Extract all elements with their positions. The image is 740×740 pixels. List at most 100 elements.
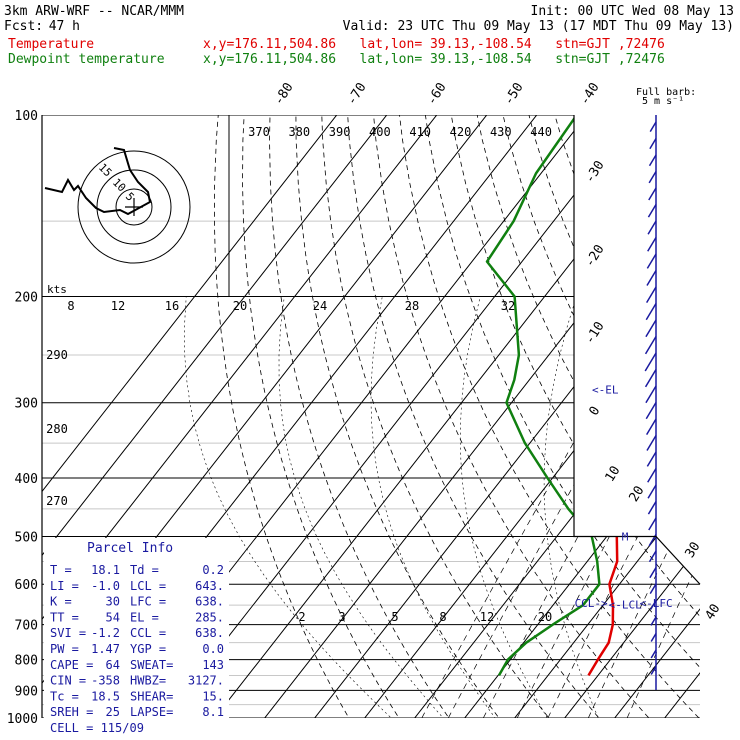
wind-barb — [646, 451, 657, 467]
wind-barb — [645, 319, 657, 338]
temperature-tick-label: 40 — [703, 602, 724, 623]
theta-label: 410 — [409, 125, 431, 139]
valid-time: Valid: 23 UTC Thu 09 May 13 (17 MDT Thu … — [343, 19, 734, 34]
theta-label: 430 — [490, 125, 512, 139]
pressure-tick-label: 700 — [15, 619, 38, 634]
parcel-value: SWEAT= — [130, 658, 173, 672]
wind-barb — [645, 418, 657, 435]
pressure-tick-label: 400 — [15, 472, 38, 487]
moist-adiabat-line — [459, 296, 555, 718]
parcel-value: 18.1 — [91, 563, 120, 577]
wind-barb — [647, 220, 657, 235]
mixing-ratio-line — [547, 296, 700, 718]
parcel-value: CAPE = — [50, 658, 93, 672]
isotherm-line — [254, 115, 700, 718]
model-title: 3km ARW-WRF -- NCAR/MMM — [4, 4, 184, 19]
dry-adiabat-line — [269, 115, 459, 718]
theta-label: 390 — [329, 125, 351, 139]
moist-adiabat-line — [184, 296, 405, 718]
parcel-value: PW = — [50, 642, 79, 656]
wind-barb — [646, 270, 657, 286]
mixing-ratio-label-lower: 3 — [338, 610, 345, 624]
dry-adiabat-line — [295, 115, 509, 718]
mixing-ratio-line — [421, 296, 658, 718]
pressure-tick-label: 300 — [15, 397, 38, 412]
sounding-annotation: <-EL — [592, 383, 619, 396]
parcel-value: 285. — [195, 610, 224, 624]
theta-label: 420 — [450, 125, 472, 139]
sounding-annotation: <-LCL — [609, 598, 642, 611]
temperature-tick-label: 0 — [587, 404, 604, 419]
mixing-ratio-line — [626, 296, 700, 718]
left-theta-label: 280 — [46, 422, 68, 436]
parcel-value: T = — [50, 563, 72, 577]
parcel-value: LFC = — [130, 595, 166, 609]
dry-adiabat-line — [213, 115, 357, 718]
moist-adiabat-line — [543, 296, 605, 718]
parcel-value: Td = — [130, 563, 159, 577]
temperature-tick-label: -80 — [271, 80, 296, 108]
isotherm-line — [42, 115, 409, 718]
mixing-ratio-label: 32 — [501, 299, 515, 313]
temperature-tick-label: -60 — [424, 80, 449, 108]
dry-adiabat-line — [596, 115, 700, 718]
temperature-tick-label: -70 — [344, 80, 369, 108]
moist-adiabat-line — [370, 296, 505, 718]
temperature-tick-label: 20 — [627, 484, 648, 505]
dry-adiabat-line — [672, 115, 700, 718]
parcel-value: YGP = — [130, 642, 166, 656]
parcel-value: SVI = — [50, 626, 86, 640]
isotherm-line — [304, 115, 700, 718]
pressure-tick-label: 600 — [15, 578, 38, 593]
isotherm-line — [42, 115, 359, 718]
wind-barb — [647, 237, 657, 252]
wind-barb — [648, 187, 657, 201]
mixing-ratio-label-lower: 8 — [439, 610, 446, 624]
sounding-annotation: <-LFC — [640, 597, 673, 610]
dry-adiabat-line — [621, 115, 700, 718]
wind-barb — [649, 121, 657, 132]
parcel-value: 0.2 — [202, 563, 224, 577]
mixing-ratio-label: 20 — [233, 299, 247, 313]
wind-barb — [647, 484, 657, 499]
wind-barb — [648, 517, 657, 531]
parcel-cell: CELL = 115/09 — [50, 721, 144, 735]
pressure-tick-label: 900 — [15, 684, 38, 699]
parcel-value: CIN = — [50, 674, 86, 688]
dry-adiabat-line — [345, 115, 611, 718]
pressure-tick-label: 200 — [15, 291, 38, 306]
wind-barb — [644, 336, 657, 355]
pressure-tick-label: 500 — [15, 530, 38, 545]
parcel-value: LI = — [50, 579, 79, 593]
mixing-ratio-label: 8 — [67, 299, 74, 313]
parcel-value: CCL = — [130, 626, 166, 640]
pressure-tick-label: 800 — [15, 654, 38, 669]
parcel-value: K = — [50, 595, 72, 609]
mixing-ratio-label: 28 — [405, 299, 419, 313]
wind-barb — [649, 583, 657, 594]
dewpoint-profile-line — [485, 115, 601, 677]
isotherm-line — [654, 115, 700, 718]
init-time: Init: 00 UTC Wed 08 May 13 — [531, 4, 735, 19]
dewpoint-legend-label: Dewpoint temperature — [8, 52, 165, 67]
dry-adiabat-line — [546, 115, 700, 718]
hodograph-units-label: kts — [47, 283, 67, 296]
wind-barb — [645, 385, 657, 404]
mixing-ratio-line — [587, 296, 700, 718]
pressure-tick-label: 100 — [15, 109, 38, 124]
parcel-value: 3127. — [188, 674, 224, 688]
mixing-ratio-label-lower: 2 — [298, 610, 305, 624]
theta-label: 440 — [530, 125, 552, 139]
parcel-value: 638. — [195, 595, 224, 609]
wind-barb — [647, 501, 657, 515]
hodograph-ring — [77, 150, 191, 264]
wind-barb — [645, 303, 657, 321]
wind-barb — [648, 154, 657, 167]
wind-barb — [648, 171, 657, 184]
wind-barb — [646, 435, 657, 451]
dry-adiabat-line — [446, 115, 700, 718]
wind-barb — [649, 567, 657, 579]
parcel-value: 18.5 — [91, 689, 120, 703]
